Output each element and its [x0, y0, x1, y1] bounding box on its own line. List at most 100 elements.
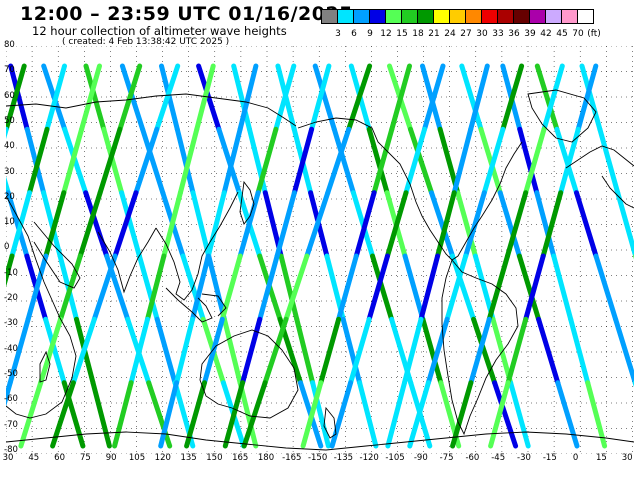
- latitude-label: -30: [4, 318, 18, 329]
- altimeter-track-segment: [136, 253, 160, 322]
- altimeter-track-segment: [517, 126, 540, 196]
- altimeter-track-segment: [174, 126, 196, 196]
- altimeter-track-segment: [402, 316, 424, 386]
- altimeter-track-segment: [18, 380, 44, 449]
- longitude-label: 105: [128, 453, 146, 463]
- altimeter-track-segment: [257, 253, 280, 322]
- legend-label: 6: [351, 29, 357, 39]
- altimeter-track-segment: [357, 380, 379, 449]
- altimeter-track-segment: [329, 380, 354, 449]
- altimeter-track-segment: [422, 63, 446, 132]
- altimeter-track-segment: [478, 126, 503, 196]
- madagascar-outline: [39, 350, 51, 383]
- legend-swatch: [353, 9, 370, 24]
- altimeter-track-segment: [9, 190, 32, 259]
- altimeter-track-segment: [221, 126, 243, 196]
- altimeter-track-segment: [273, 63, 297, 132]
- altimeter-track-segment: [177, 126, 200, 196]
- altimeter-track-segment: [158, 380, 180, 449]
- altimeter-track-segment: [119, 63, 146, 132]
- altimeter-track-segment: [219, 253, 243, 322]
- altimeter-track-segment: [516, 253, 542, 322]
- altimeter-track-segment: [459, 63, 484, 132]
- longitude-label: -15: [542, 453, 557, 463]
- europe-outline: [565, 145, 634, 209]
- legend-swatch: [561, 9, 578, 24]
- altimeter-track-segment: [523, 126, 547, 196]
- longitude-label: -105: [385, 453, 405, 463]
- legend-swatch: [497, 9, 514, 24]
- altimeter-tracks: [6, 63, 634, 449]
- legend-label: 18: [412, 29, 424, 39]
- altimeter-track-segment: [488, 380, 511, 449]
- altimeter-track-segment: [216, 126, 242, 196]
- legend-swatch: [433, 9, 450, 24]
- altimeter-track-segment: [371, 126, 395, 196]
- latitude-label: 60: [4, 90, 15, 101]
- altimeter-track-segment: [420, 316, 444, 386]
- north-america-outline: [385, 141, 523, 261]
- australia-outline: [199, 329, 299, 419]
- longitude-label: 135: [180, 453, 197, 463]
- legend-label: 36: [508, 29, 520, 39]
- north-asia-outline: [6, 93, 297, 127]
- altimeter-track-segment: [613, 316, 634, 385]
- altimeter-track-segment: [101, 126, 125, 196]
- altimeter-track-segment: [237, 190, 261, 259]
- legend-swatch: [337, 9, 354, 24]
- altimeter-track-segment: [568, 316, 591, 386]
- new-zealand-outline: [323, 406, 337, 439]
- created-timestamp: ( created: 4 Feb 13:38:42 UTC 2025 ): [62, 37, 230, 47]
- altimeter-track-segment: [336, 253, 359, 322]
- coastlines: [6, 89, 634, 451]
- altimeter-track-segment: [492, 380, 519, 449]
- color-legend: [321, 9, 594, 24]
- legend-swatch: [385, 9, 402, 24]
- borneo-sumatra-outline: [165, 287, 227, 323]
- altimeter-track-segment: [418, 253, 441, 322]
- altimeter-track-segment: [451, 126, 474, 196]
- legend-label: 30: [476, 29, 488, 39]
- altimeter-track-segment: [97, 126, 123, 196]
- longitude-label: 165: [232, 453, 249, 463]
- altimeter-track-segment: [450, 253, 477, 322]
- legend-label: 9: [367, 29, 373, 39]
- altimeter-track-segment: [6, 63, 27, 132]
- altimeter-track-segment: [70, 316, 97, 386]
- altimeter-track-segment: [154, 316, 178, 386]
- altimeter-track-segment: [58, 253, 83, 322]
- altimeter-track-segment: [508, 380, 531, 449]
- altimeter-track-segment: [274, 190, 297, 259]
- altimeter-track-segment: [205, 190, 227, 259]
- altimeter-track-segment: [574, 190, 599, 259]
- arabia-outline: [33, 221, 81, 289]
- altimeter-track-segment: [6, 253, 15, 288]
- altimeter-track-segment: [497, 190, 522, 259]
- altimeter-track-segment: [534, 190, 557, 259]
- legend-label: 70: [572, 29, 584, 39]
- altimeter-track-segment: [6, 190, 30, 259]
- altimeter-track-segment: [190, 190, 212, 259]
- legend-swatch: [529, 9, 546, 24]
- altimeter-track-segment: [146, 380, 173, 449]
- altimeter-track-segment: [541, 63, 565, 132]
- longitude-label: -165: [282, 453, 302, 463]
- altimeter-track-segment: [593, 253, 619, 322]
- latitude-label: -60: [4, 394, 18, 405]
- altimeter-track-segment: [128, 316, 150, 386]
- africa-outline: [6, 195, 77, 419]
- altimeter-track-segment: [43, 316, 67, 386]
- map-title: 12:00 – 23:59 UTC 01/16/2025: [20, 3, 353, 25]
- altimeter-track-segment: [408, 126, 434, 196]
- altimeter-track-segment: [43, 190, 67, 259]
- altimeter-track-segment: [348, 316, 372, 386]
- altimeter-track-segment: [346, 63, 373, 132]
- latitude-label: -50: [4, 368, 18, 379]
- alaska-outline: [297, 117, 387, 151]
- altimeter-track-segment: [385, 380, 407, 449]
- altimeter-track-segment: [353, 190, 377, 259]
- altimeter-track-segment: [90, 380, 112, 449]
- altimeter-track-segment: [523, 253, 546, 322]
- altimeter-track-segment: [196, 63, 222, 132]
- altimeter-track-segment: [112, 190, 139, 259]
